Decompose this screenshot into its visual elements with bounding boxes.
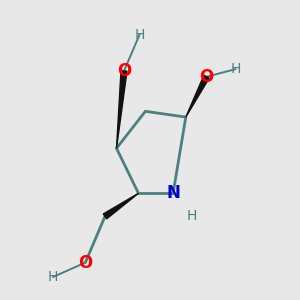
- Polygon shape: [103, 193, 139, 219]
- Text: O: O: [117, 62, 131, 80]
- Text: O: O: [78, 254, 92, 272]
- Text: H: H: [48, 270, 58, 284]
- Text: N: N: [166, 184, 180, 202]
- Text: H: H: [230, 62, 241, 76]
- Polygon shape: [116, 70, 127, 148]
- Polygon shape: [186, 75, 209, 117]
- Text: H: H: [186, 209, 197, 224]
- Text: O: O: [200, 68, 214, 86]
- Text: H: H: [134, 28, 145, 41]
